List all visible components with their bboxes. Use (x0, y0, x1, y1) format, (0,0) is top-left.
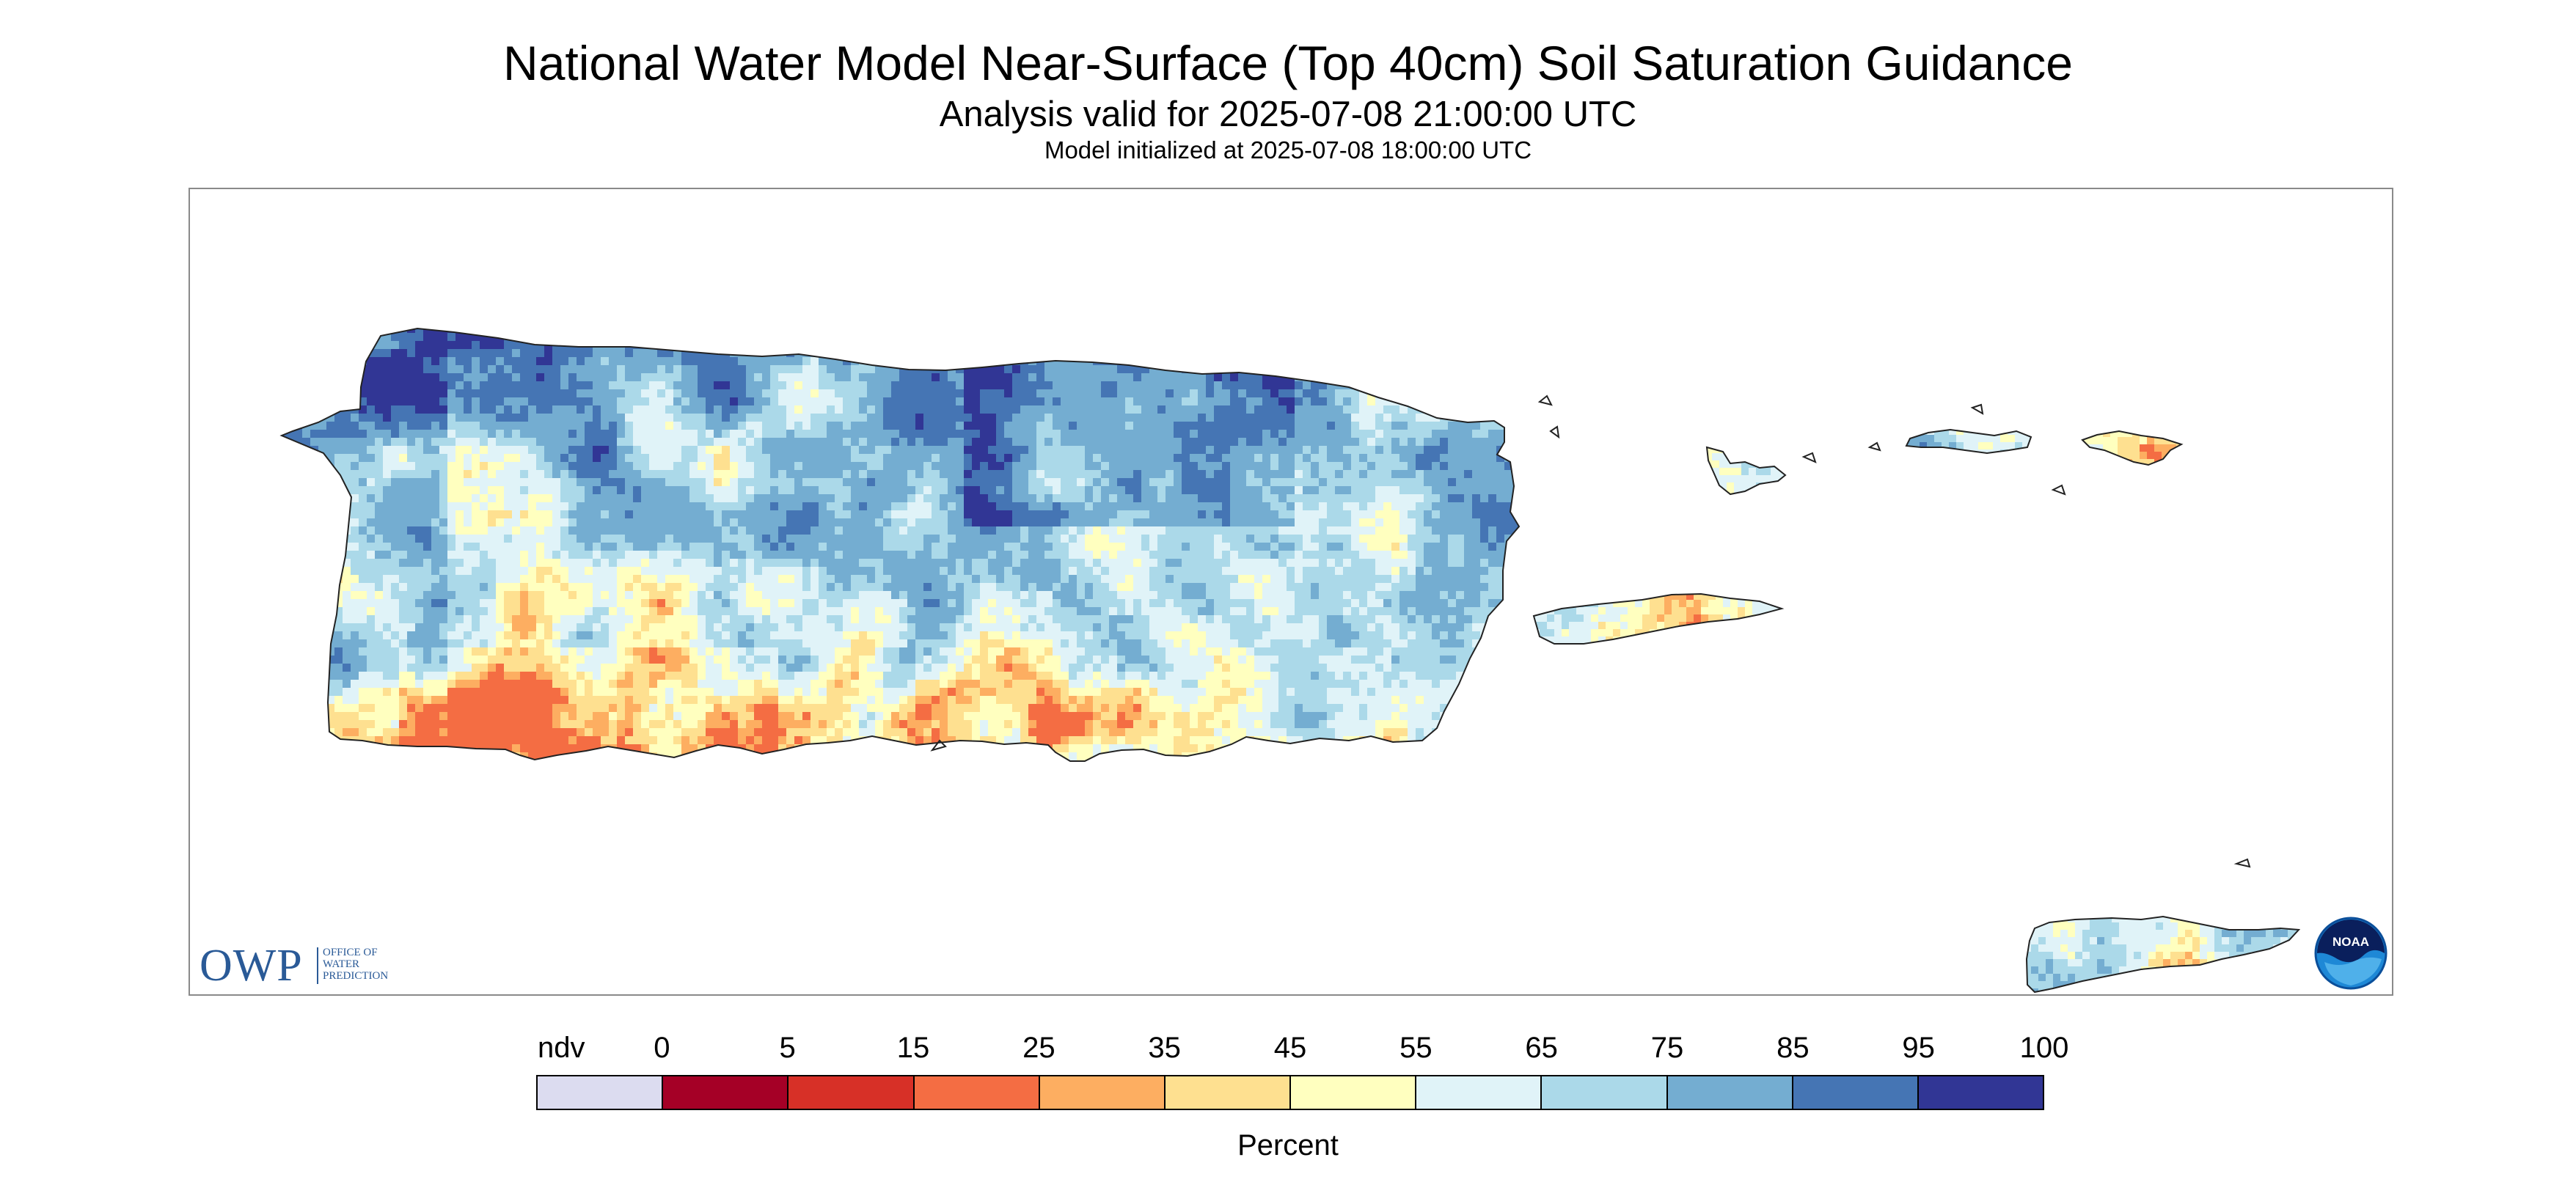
map-subtitle-valid-time: Analysis valid for 2025-07-08 21:00:00 U… (939, 95, 1637, 134)
coastline (279, 327, 1521, 762)
coastline (2025, 915, 2301, 994)
colorbar-tick-label: 65 (1525, 1032, 1558, 1064)
colorbar-tick-label: 55 (1399, 1032, 1432, 1064)
islet-coastline (1867, 441, 1881, 452)
colorbar-tick-label: 45 (1273, 1032, 1307, 1064)
islet-coastline (930, 739, 947, 752)
colorbar-swatch (1542, 1076, 1668, 1109)
coastline (2081, 430, 2184, 466)
colorbar-tick-label: 15 (896, 1032, 930, 1064)
owp-logo-name: OFFICE OF WATER PREDICTION (323, 947, 389, 982)
coastline (1705, 446, 1787, 496)
colorbar-tick-label: 85 (1777, 1032, 1810, 1064)
islet-coastline (1801, 452, 1817, 463)
colorbar-tick-label: 25 (1022, 1032, 1055, 1064)
islet-coastline (2233, 858, 2251, 868)
islet-coastline (1970, 403, 1984, 415)
colorbar-tick-label: 5 (779, 1032, 796, 1064)
colorbar-swatch (914, 1076, 1040, 1109)
colorbar-swatch (788, 1076, 915, 1109)
noaa-logo-text: NOAA (2332, 935, 2369, 949)
owp-logo-mark: OWP (200, 941, 303, 991)
colorbar-tick-label: 35 (1148, 1032, 1181, 1064)
map-init-time: Model initialized at 2025-07-08 18:00:00… (1044, 136, 1532, 164)
map-panel (189, 188, 2393, 996)
coastlines (279, 327, 2301, 994)
colorbar-swatch (1667, 1076, 1793, 1109)
colorbar-tick-label: 0 (654, 1032, 670, 1064)
islet-coastline (1549, 425, 1560, 439)
map-canvas (279, 327, 2301, 994)
owp-logo-divider (317, 947, 318, 984)
colorbar-swatch (1039, 1076, 1166, 1109)
islet-coastline (2051, 484, 2066, 496)
colorbar-swatch (1918, 1076, 2043, 1109)
islet-coastline (1537, 394, 1553, 406)
colorbar-tick-label: 100 (2019, 1032, 2069, 1064)
colorbar (536, 1075, 2044, 1110)
colorbar-units-label: Percent (1237, 1129, 1339, 1161)
colorbar-tick-label: 75 (1650, 1032, 1684, 1064)
colorbar-swatch (663, 1076, 789, 1109)
colorbar-swatch (1291, 1076, 1417, 1109)
colorbar-swatch (1793, 1076, 1919, 1109)
colorbar-tick-label: ndv (538, 1032, 585, 1064)
coastline (1532, 592, 1785, 645)
colorbar-swatch (1416, 1076, 1543, 1109)
coastline (1905, 428, 2032, 455)
soil-saturation-grid-islands (1534, 430, 2299, 992)
colorbar-tick-label: 95 (1902, 1032, 1935, 1064)
map-title: National Water Model Near-Surface (Top 4… (503, 36, 2073, 90)
noaa-logo: NOAA (2314, 917, 2387, 990)
soil-saturation-grid-puerto-rico (282, 328, 1519, 761)
colorbar-swatch (1165, 1076, 1292, 1109)
colorbar-swatch (538, 1076, 664, 1109)
